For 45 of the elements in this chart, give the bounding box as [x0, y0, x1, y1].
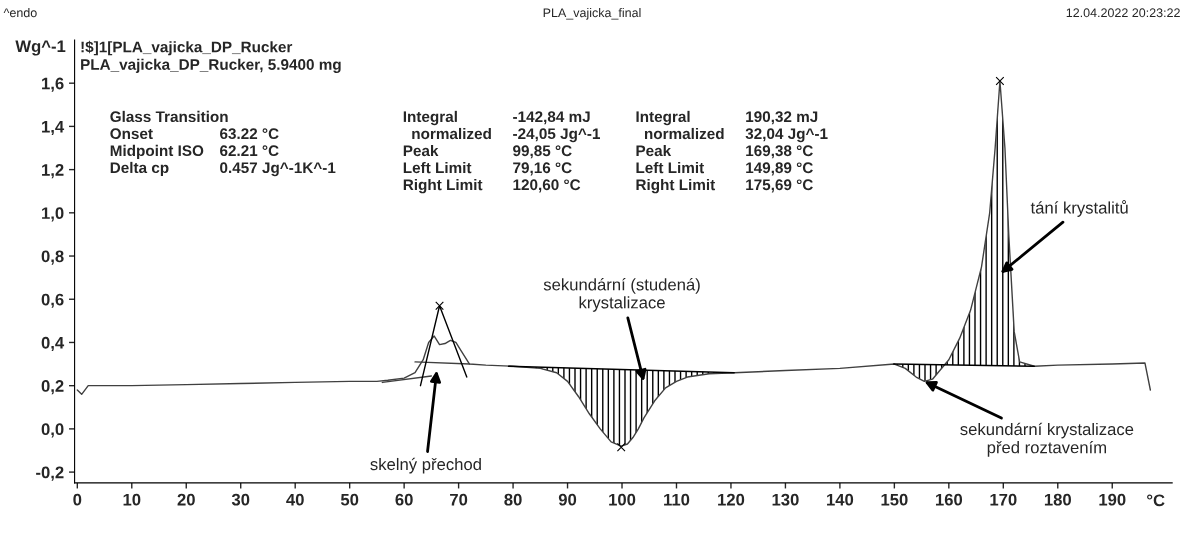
x-tick-label: 80 [504, 493, 522, 506]
annotation: sekundární krystalizace před roztavením [960, 422, 1134, 457]
annotation: Integral normalized Peak Left Limit Right Limit [636, 110, 724, 194]
y-axis-title: Wg^-1 [15, 40, 66, 56]
annotation: sekundární (studená) krystalizace [543, 278, 700, 312]
annotation: -142,84 mJ -24,05 Jg^-1 99,85 °C 79,16 °C 120,60 °C [513, 111, 600, 193]
y-tick-label: 0,6 [41, 293, 64, 308]
x-tick-label: 190 [1099, 493, 1126, 506]
y-tick-label: -0,2 [36, 466, 64, 481]
x-tick-label: 130 [772, 493, 799, 506]
chart-title: PLA_vajicka_final [543, 7, 641, 20]
annotation: tání krystalitů [1030, 200, 1128, 217]
y-tick-label: 0,8 [41, 250, 64, 265]
x-tick-label: 100 [609, 493, 636, 506]
text: ^endo [3, 7, 37, 18]
annotation: Integral normalized Peak Left Limit Right Limit [403, 110, 491, 194]
y-tick-label: 0,0 [41, 423, 64, 438]
annotation: skelný přechod [370, 457, 481, 474]
x-tick-label: 180 [1044, 493, 1071, 506]
x-tick-label: 160 [935, 493, 963, 506]
x-tick-label: 170 [990, 493, 1017, 506]
text: !$]1[PLA_vajicka_DP_Rucker PLA_vajicka_DP_Rucker, 5.9400 mg [81, 40, 341, 73]
y-tick-label: 0,4 [41, 336, 65, 352]
y-tick-label: 1,6 [42, 77, 64, 92]
x-tick-label: 110 [664, 493, 690, 506]
annotation: 190,32 mJ 32,04 Jg^-1 169,38 °C 149,89 °C 175,69 °C [745, 111, 828, 193]
x-tick-label: 50 [340, 493, 359, 506]
x-tick-label: 40 [286, 493, 304, 506]
x-tick-label: 90 [558, 493, 577, 506]
x-tick-label: 30 [231, 493, 250, 506]
y-tick-label: 1,2 [42, 164, 64, 179]
text: 12.04.2022 20:23:22 [1066, 8, 1180, 18]
x-tick-label: 70 [450, 493, 468, 506]
x-tick-label: 140 [827, 493, 854, 506]
y-tick-label: 1,0 [42, 207, 64, 222]
annotation: 63.22 °C 62.21 °C 0.457 Jg^-1K^-1 [220, 128, 336, 177]
x-axis-title: °C [1147, 494, 1165, 507]
x-tick-label: 10 [123, 493, 141, 506]
x-tick-label: 0 [73, 493, 82, 506]
x-tick-label: 120 [718, 493, 745, 506]
x-tick-label: 20 [177, 493, 195, 506]
y-tick-label: 0,2 [41, 380, 64, 395]
x-tick-label: 150 [881, 493, 908, 506]
x-tick-label: 60 [395, 493, 413, 506]
y-tick-label: 1,4 [42, 120, 65, 136]
